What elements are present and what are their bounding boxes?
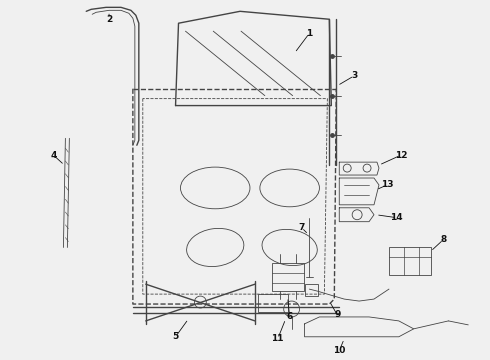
Text: 3: 3 [351,71,357,80]
Bar [258,294,288,312]
Text: 13: 13 [381,180,393,189]
Text: 7: 7 [298,223,305,232]
Text: 4: 4 [50,151,57,160]
Bar [305,284,318,296]
Text: 5: 5 [172,332,179,341]
Text: 8: 8 [441,235,446,244]
Text: 12: 12 [394,151,407,160]
Text: 11: 11 [271,334,284,343]
Text: 6: 6 [287,312,293,321]
Text: 14: 14 [391,213,403,222]
Bar [389,247,431,275]
Bar [272,264,303,291]
Text: 2: 2 [106,15,112,24]
Text: 9: 9 [334,310,341,319]
Text: 1: 1 [306,29,313,38]
Text: 10: 10 [333,346,345,355]
